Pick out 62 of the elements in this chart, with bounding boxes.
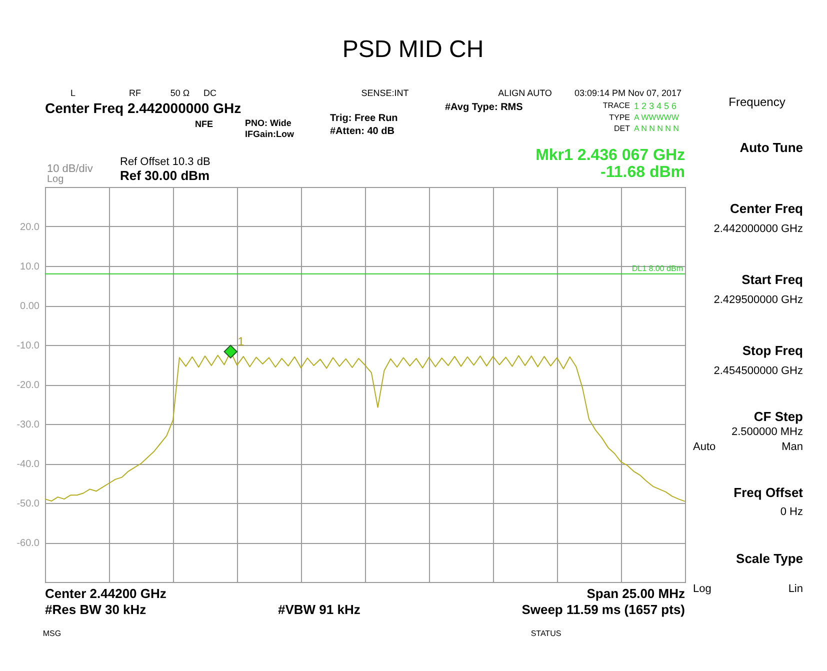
text: Span 25.00 MHz	[586, 586, 686, 601]
text: STATUS	[530, 629, 562, 638]
text: CF Step	[754, 409, 804, 424]
text: Scale Type	[736, 551, 803, 566]
y-tick-label: -60.0	[16, 538, 40, 549]
text: Auto	[693, 441, 716, 453]
y-tick-label: -30.0	[16, 420, 40, 430]
text: DC	[204, 88, 217, 98]
text: TRACE	[602, 101, 630, 110]
text: 10 dB/div	[47, 163, 94, 175]
text: PNO: Wide	[245, 118, 292, 128]
y-tick-label: -20.0	[16, 380, 40, 391]
text: Sweep 11.59 ms (1657 pts)	[522, 602, 685, 617]
text: #Res BW 30 kHz	[45, 602, 147, 617]
y-tick-label: -10.0	[16, 340, 40, 352]
text: Ref 30.00 dBm	[120, 168, 210, 183]
text: 50 Ω	[170, 88, 190, 98]
text: #VBW 91 kHz	[278, 602, 361, 617]
text: 03:09:14 PM Nov 07, 2017	[574, 88, 682, 98]
text: A N N N N N	[634, 124, 680, 133]
chart-title: PSD MID CH	[342, 36, 484, 63]
text: L	[70, 88, 76, 98]
text: #Avg Type: RMS	[445, 102, 524, 113]
y-tick-label: 20.0	[20, 222, 40, 233]
text: SENSE:INT	[361, 88, 410, 98]
text: 1 2 3 4 5 6	[634, 101, 677, 111]
text: NFE	[195, 119, 213, 129]
text: TYPE	[609, 113, 630, 122]
ref-line-label: DL1 8.00 dBm	[632, 264, 684, 273]
text: Man	[782, 441, 803, 453]
text: Center Freq	[730, 201, 804, 216]
text: -11.68 dBm	[600, 164, 685, 181]
y-tick-label: 10.0	[20, 262, 40, 272]
text: Freq Offset	[734, 485, 804, 500]
text: 2.442000000 GHz	[714, 223, 803, 235]
text: Lin	[788, 583, 803, 595]
text: Stop Freq	[742, 343, 804, 358]
annotation: 1	[238, 334, 245, 349]
text: Center Freq 2.442000000 GHz	[45, 100, 242, 116]
text: IFGain:Low	[245, 129, 295, 139]
text: RF	[129, 88, 142, 98]
text: Auto Tune	[740, 140, 803, 155]
text: Mkr1 2.436 067 GHz	[536, 147, 685, 164]
y-tick-label: -50.0	[16, 498, 40, 510]
y-tick-label: -40.0	[16, 459, 40, 470]
text: Frequency	[728, 95, 786, 109]
text: Center 2.44200 GHz	[45, 586, 167, 601]
text: Start Freq	[742, 272, 804, 287]
text: MSG	[42, 629, 62, 638]
text: #Atten: 40 dB	[330, 126, 394, 137]
text: 2.454500000 GHz	[714, 365, 803, 377]
text: DET	[614, 124, 630, 133]
text: 2.429500000 GHz	[714, 294, 803, 306]
text: A WWWWW	[634, 113, 680, 122]
text: Log	[47, 174, 64, 185]
text: Trig: Free Run	[330, 113, 398, 124]
y-tick-label: 0.00	[20, 301, 40, 312]
text: Ref Offset 10.3 dB	[120, 156, 210, 168]
text: 0 Hz	[780, 506, 803, 518]
text: Log	[693, 583, 712, 595]
text: ALIGN AUTO	[498, 88, 552, 98]
text: 2.500000 MHz	[731, 426, 803, 438]
